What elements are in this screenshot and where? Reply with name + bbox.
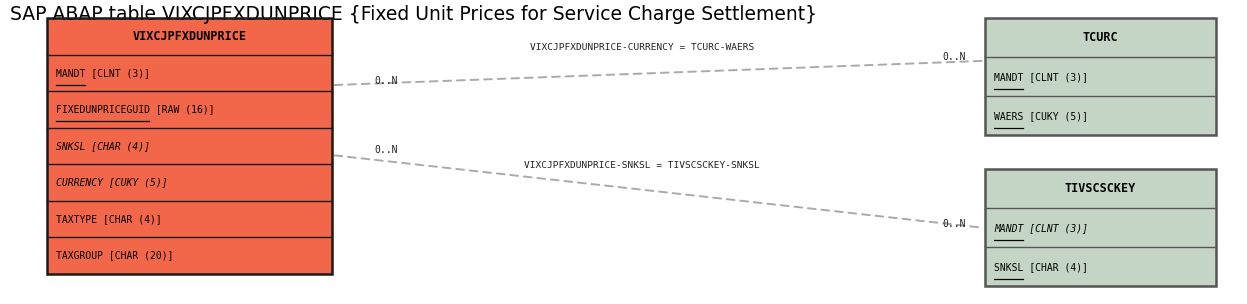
Bar — [985, 18, 1216, 57]
Bar — [985, 169, 1216, 286]
Bar — [47, 18, 332, 55]
Text: 0..N: 0..N — [374, 146, 398, 155]
Text: TAXGROUP [CHAR (20)]: TAXGROUP [CHAR (20)] — [56, 250, 173, 260]
Text: 0..N: 0..N — [374, 76, 398, 85]
Bar — [985, 169, 1216, 286]
Text: TAXTYPE [CHAR (4)]: TAXTYPE [CHAR (4)] — [56, 214, 162, 224]
Text: WAERS [CUKY (5)]: WAERS [CUKY (5)] — [994, 111, 1087, 121]
Text: TIVSCSCKEY: TIVSCSCKEY — [1065, 182, 1136, 195]
Text: TCURC: TCURC — [1082, 31, 1119, 44]
Text: SNKSL [CHAR (4)]: SNKSL [CHAR (4)] — [56, 141, 150, 151]
Text: FIXEDUNPRICEGUID [RAW (16)]: FIXEDUNPRICEGUID [RAW (16)] — [56, 105, 214, 114]
Text: CURRENCY [CUKY (5)]: CURRENCY [CUKY (5)] — [56, 178, 168, 187]
Text: VIXCJPFXDUNPRICE-SNKSL = TIVSCSCKEY-SNKSL: VIXCJPFXDUNPRICE-SNKSL = TIVSCSCKEY-SNKS… — [524, 161, 761, 170]
Bar — [47, 18, 332, 274]
Text: SNKSL [CHAR (4)]: SNKSL [CHAR (4)] — [994, 262, 1087, 272]
Text: 0..N: 0..N — [943, 219, 966, 229]
Text: MANDT [CLNT (3)]: MANDT [CLNT (3)] — [994, 223, 1087, 233]
Text: VIXCJPFXDUNPRICE: VIXCJPFXDUNPRICE — [132, 30, 247, 43]
Text: SAP ABAP table VIXCJPFXDUNPRICE {Fixed Unit Prices for Service Charge Settlement: SAP ABAP table VIXCJPFXDUNPRICE {Fixed U… — [10, 5, 817, 24]
Text: 0..N: 0..N — [943, 52, 966, 62]
Text: MANDT [CLNT (3)]: MANDT [CLNT (3)] — [994, 72, 1087, 82]
Text: VIXCJPFXDUNPRICE-CURRENCY = TCURC-WAERS: VIXCJPFXDUNPRICE-CURRENCY = TCURC-WAERS — [530, 43, 754, 52]
Bar — [985, 18, 1216, 135]
Text: MANDT [CLNT (3)]: MANDT [CLNT (3)] — [56, 68, 150, 78]
Bar — [47, 18, 332, 274]
Bar — [985, 169, 1216, 208]
Bar — [985, 18, 1216, 135]
